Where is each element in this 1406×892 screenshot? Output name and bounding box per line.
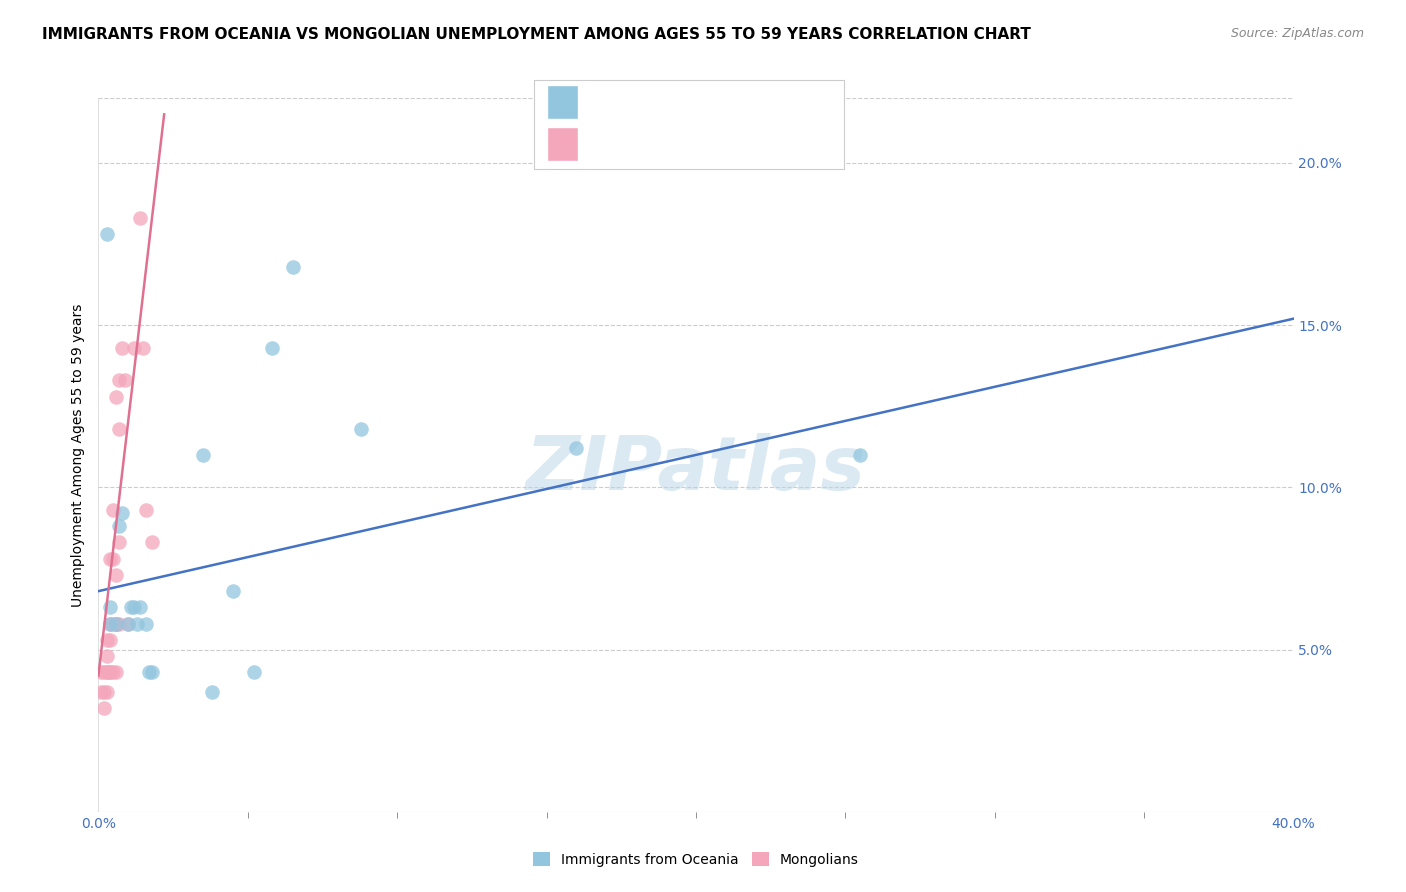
Point xyxy=(129,211,152,226)
Point xyxy=(281,260,304,274)
Point xyxy=(90,684,112,698)
Point xyxy=(105,616,128,631)
Point xyxy=(108,373,131,387)
Text: 0.618: 0.618 xyxy=(640,137,688,152)
Text: N =: N = xyxy=(720,95,754,110)
Point xyxy=(124,600,146,615)
Point xyxy=(100,665,122,680)
Point xyxy=(105,390,128,404)
Point xyxy=(108,422,131,436)
Text: 0.377: 0.377 xyxy=(640,95,688,110)
Point xyxy=(93,684,115,698)
Point xyxy=(103,503,125,517)
Point xyxy=(100,551,122,566)
Point xyxy=(243,665,266,680)
Point xyxy=(93,665,115,680)
Point xyxy=(191,448,214,462)
Point xyxy=(100,616,122,631)
Point xyxy=(201,684,224,698)
Point xyxy=(120,600,142,615)
Point xyxy=(135,616,157,631)
Point xyxy=(96,648,118,663)
FancyBboxPatch shape xyxy=(534,80,844,169)
Point xyxy=(129,600,152,615)
Point xyxy=(96,665,118,680)
Point xyxy=(103,665,125,680)
Y-axis label: Unemployment Among Ages 55 to 59 years: Unemployment Among Ages 55 to 59 years xyxy=(72,303,86,607)
Text: N =: N = xyxy=(720,137,754,152)
Point xyxy=(127,616,149,631)
Point xyxy=(260,341,283,355)
Point xyxy=(100,600,122,615)
Point xyxy=(96,665,118,680)
Text: IMMIGRANTS FROM OCEANIA VS MONGOLIAN UNEMPLOYMENT AMONG AGES 55 TO 59 YEARS CORR: IMMIGRANTS FROM OCEANIA VS MONGOLIAN UNE… xyxy=(42,27,1031,42)
FancyBboxPatch shape xyxy=(547,85,578,119)
Point xyxy=(96,227,118,242)
Point xyxy=(114,373,136,387)
Point xyxy=(111,506,134,520)
Point xyxy=(124,341,146,355)
Point xyxy=(96,684,118,698)
Point xyxy=(100,616,122,631)
Point xyxy=(108,519,131,533)
Point xyxy=(105,616,128,631)
Point xyxy=(103,616,125,631)
Point xyxy=(135,503,157,517)
Point xyxy=(117,616,139,631)
Point xyxy=(105,568,128,582)
Point xyxy=(350,422,373,436)
Point xyxy=(96,632,118,647)
Point xyxy=(90,665,112,680)
Point xyxy=(222,584,245,599)
Point xyxy=(117,616,139,631)
Point xyxy=(138,665,160,680)
Point xyxy=(105,616,128,631)
Legend: Immigrants from Oceania, Mongolians: Immigrants from Oceania, Mongolians xyxy=(527,847,865,872)
Point xyxy=(103,551,125,566)
Point xyxy=(111,341,134,355)
Text: Source: ZipAtlas.com: Source: ZipAtlas.com xyxy=(1230,27,1364,40)
Text: R =: R = xyxy=(591,95,623,110)
Point xyxy=(849,448,872,462)
Point xyxy=(108,616,131,631)
Point xyxy=(108,535,131,549)
Point xyxy=(565,442,588,456)
Text: ZIPatlas: ZIPatlas xyxy=(526,433,866,506)
Point xyxy=(93,701,115,715)
Point xyxy=(105,665,128,680)
Point xyxy=(132,341,155,355)
FancyBboxPatch shape xyxy=(547,127,578,161)
Point xyxy=(100,632,122,647)
Point xyxy=(141,535,163,549)
Text: 36: 36 xyxy=(769,137,790,152)
Text: R =: R = xyxy=(591,137,623,152)
Text: 23: 23 xyxy=(769,95,790,110)
Point xyxy=(100,665,122,680)
Point xyxy=(141,665,163,680)
